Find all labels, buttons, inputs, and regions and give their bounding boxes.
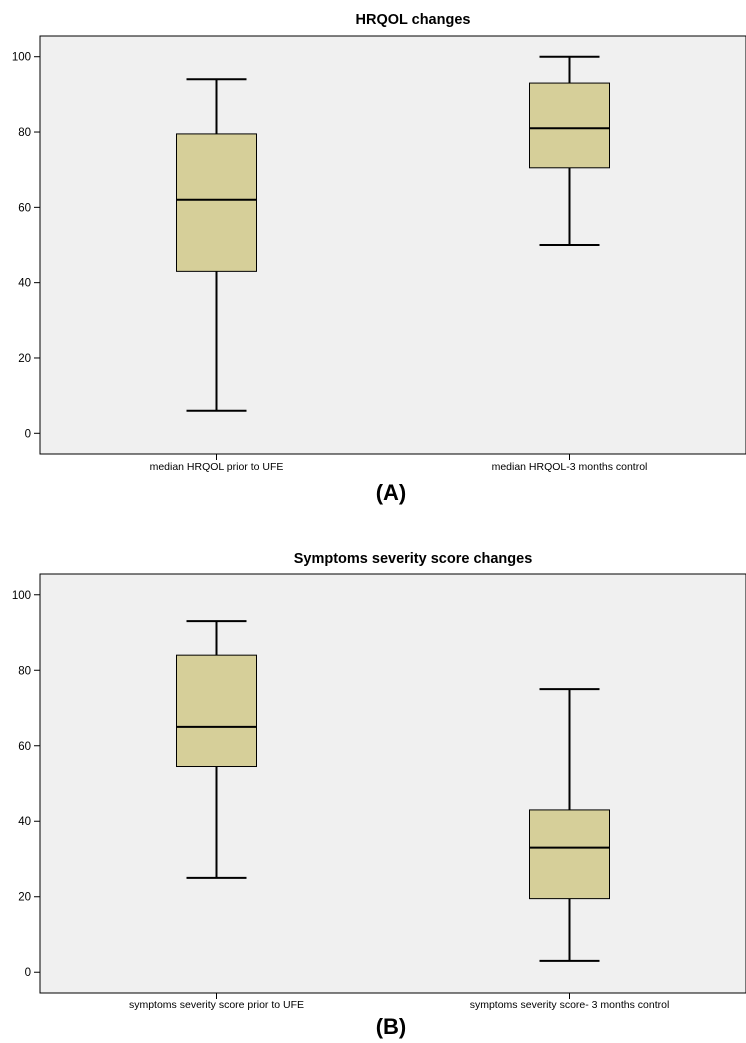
boxplot-hrqol: HRQOL changes 0 20 40 60 80 100 median HRQOL pr… [12,12,746,473]
chart-panel-b: Symptoms severity score changes 0 20 40 60 80… [0,540,746,1043]
plot-area [39,573,746,994]
y-tick-label: 20 [18,353,31,365]
y-tick-label: 40 [18,816,31,828]
iqr-box [176,654,257,768]
chart-panel-a: HRQOL changes 0 20 40 60 80 100 median HRQOL pr… [0,0,746,520]
panel-label-b: (B) [375,1014,407,1039]
x-category-label: median HRQOL prior to UFE [150,461,284,473]
y-tick-label: 80 [18,665,31,677]
y-tick-label: 60 [18,202,31,214]
y-tick-label: 100 [12,590,31,602]
y-tick-label: 20 [18,892,31,904]
boxplot-symptoms-severity: Symptoms severity score changes 0 20 40 60 80… [12,551,746,1010]
chart-title: Symptoms severity score changes [294,551,533,567]
iqr-box [529,809,610,900]
chart-title: HRQOL changes [356,12,471,28]
y-tick-label: 40 [18,278,31,290]
iqr-box [176,133,257,272]
x-category-label: symptoms severity score prior to UFE [129,999,304,1010]
y-tick-label: 0 [25,428,31,440]
y-tick-label: 100 [12,52,31,64]
panel-label-a: (A) [375,480,407,505]
x-category-label: median HRQOL-3 months control [492,461,648,473]
iqr-box [529,82,610,169]
y-tick-label: 80 [18,127,31,139]
x-category-label: symptoms severity score- 3 months contro… [470,999,670,1010]
y-tick-label: 60 [18,741,31,753]
y-tick-label: 0 [25,967,31,979]
plot-area [39,35,746,455]
